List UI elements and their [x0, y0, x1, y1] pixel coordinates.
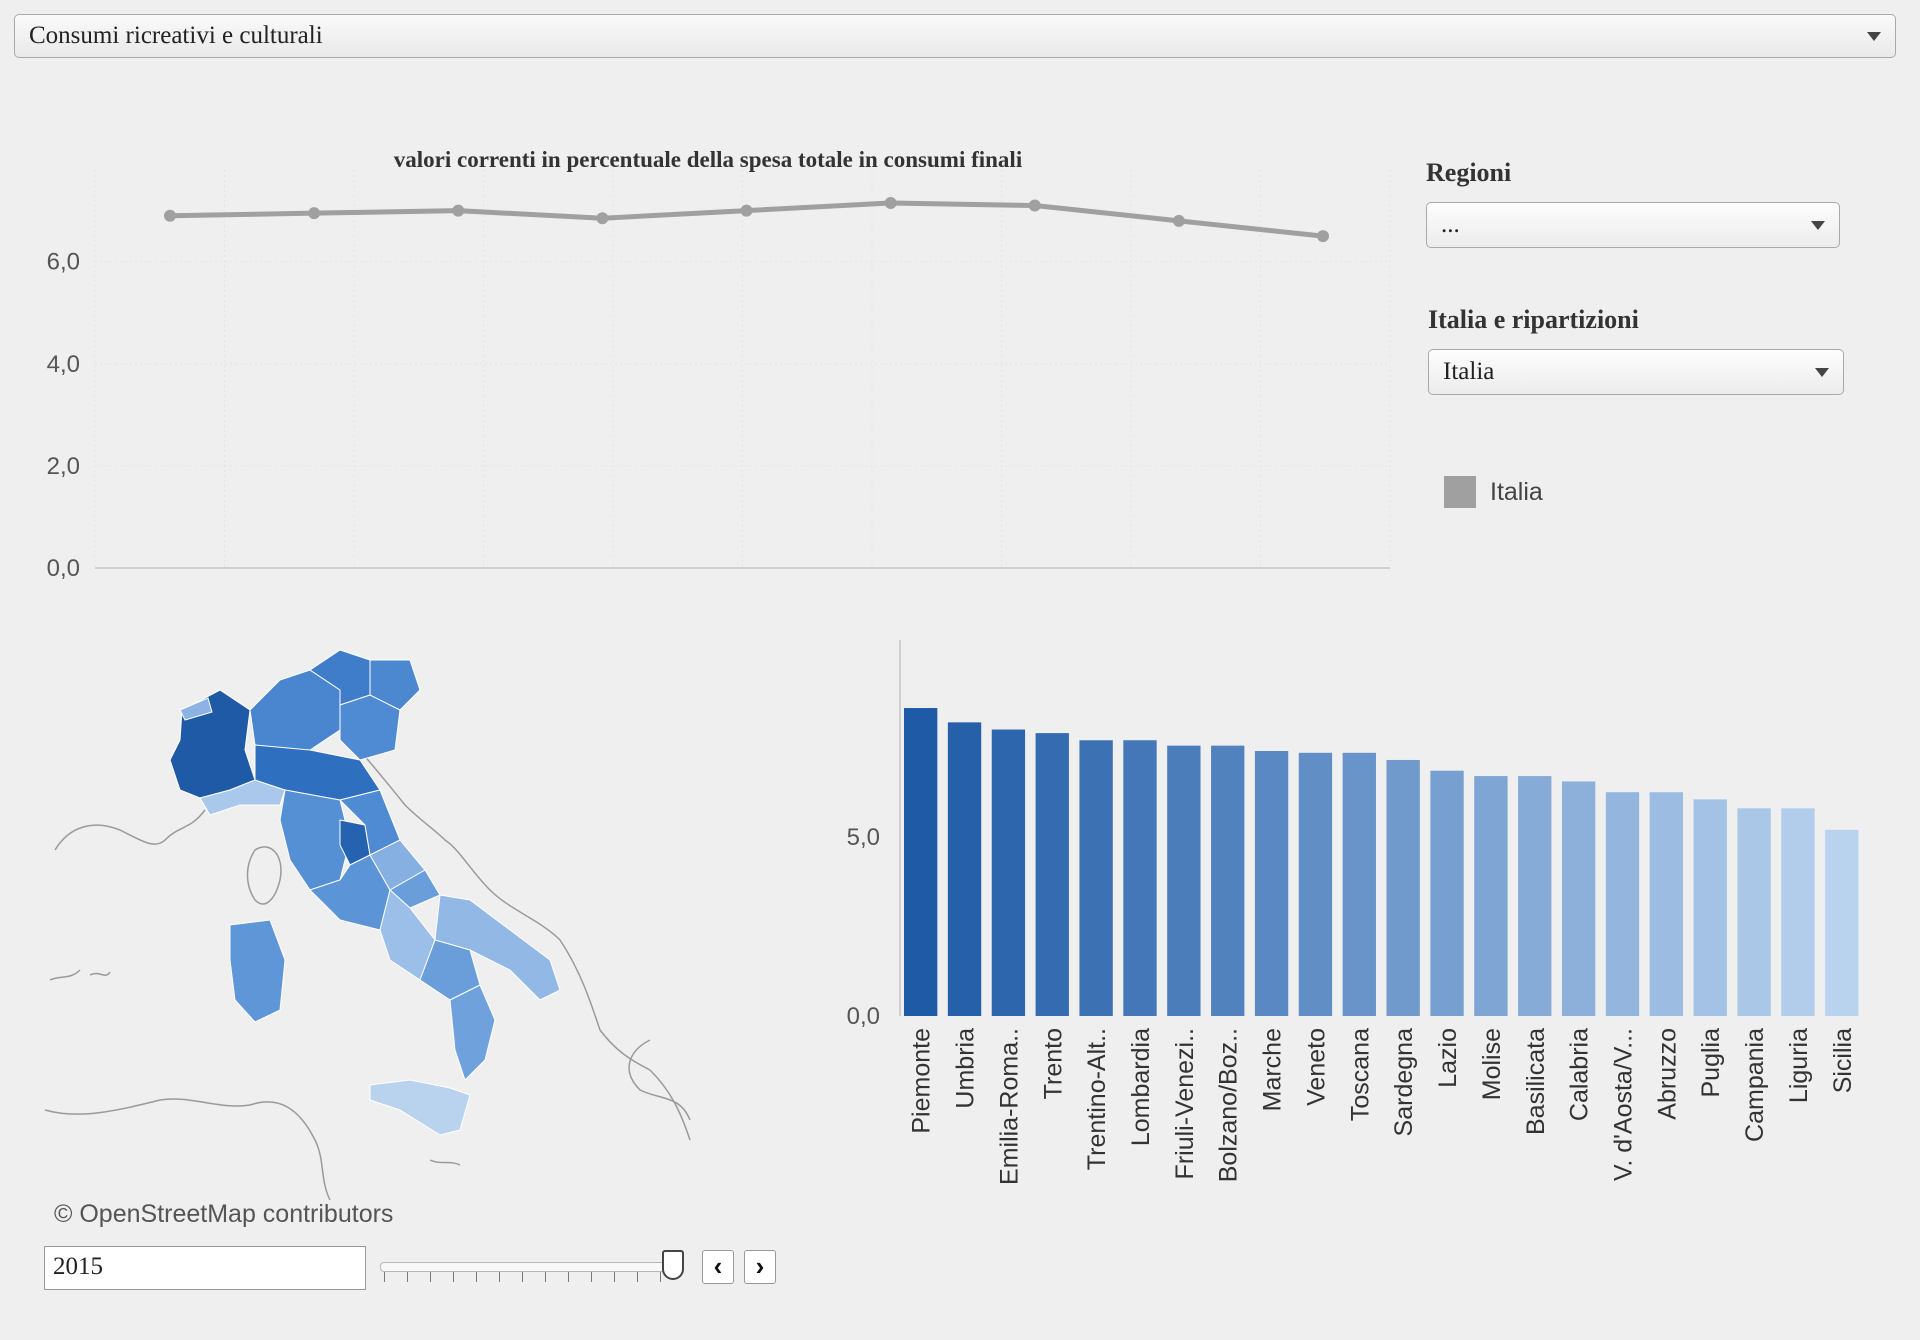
bar[interactable]: [1167, 745, 1201, 1016]
bar[interactable]: [947, 722, 982, 1016]
line-point[interactable]: [596, 212, 609, 225]
bar-category-label: Veneto: [1302, 1028, 1330, 1106]
legend-label: Italia: [1490, 477, 1543, 506]
bar-category-label: Sardegna: [1390, 1028, 1418, 1137]
coastline: [44, 727, 691, 1201]
bar[interactable]: [1649, 792, 1684, 1016]
line-point[interactable]: [1317, 230, 1329, 243]
bar-category-label: Trentino-Alt..: [1083, 1028, 1111, 1170]
bar-category-label: Sicilia: [1829, 1028, 1857, 1093]
line-point[interactable]: [884, 196, 897, 209]
bar[interactable]: [1825, 829, 1859, 1016]
bar[interactable]: [1605, 792, 1640, 1016]
bar[interactable]: [1474, 776, 1508, 1016]
bar-category-label: Liguria: [1785, 1028, 1813, 1103]
bar-category-label: Bolzano/Boz..: [1215, 1028, 1243, 1182]
bar-category-label: Basilicata: [1522, 1028, 1550, 1135]
line-point[interactable]: [452, 204, 465, 217]
line-y-tick-label: 0,0: [47, 555, 80, 582]
bar[interactable]: [1079, 740, 1113, 1016]
bar-category-label: Friuli-Venezi..: [1171, 1028, 1199, 1179]
bar-category-label: Marche: [1259, 1028, 1287, 1111]
bar[interactable]: [1561, 781, 1596, 1016]
italy-map[interactable]: [40, 640, 720, 1201]
region-liguria[interactable]: [199, 779, 286, 816]
bar-category-label: Toscana: [1346, 1028, 1374, 1121]
region-friuli[interactable]: [369, 659, 421, 711]
legend: Italia: [1444, 476, 1543, 508]
bar-category-label: Emilia-Roma..: [995, 1028, 1023, 1185]
line-point[interactable]: [164, 209, 176, 222]
bar-y-tick-label: 5,0: [847, 824, 880, 851]
bar[interactable]: [1123, 740, 1157, 1016]
bar-category-label: Trento: [1039, 1028, 1067, 1099]
bar-category-label: Lombardia: [1127, 1028, 1155, 1146]
bar[interactable]: [1518, 776, 1552, 1016]
bar-category-label: Puglia: [1697, 1028, 1725, 1098]
chevron-left-icon[interactable]: ‹: [702, 1250, 734, 1284]
bar[interactable]: [1693, 799, 1727, 1016]
region-calabria[interactable]: [449, 984, 496, 1081]
bar[interactable]: [1781, 808, 1815, 1016]
region-sicilia[interactable]: [369, 1079, 471, 1136]
bar-category-label: Campania: [1741, 1028, 1769, 1142]
bar[interactable]: [1430, 770, 1464, 1016]
line-point[interactable]: [1028, 199, 1041, 212]
bar-category-label: Molise: [1478, 1028, 1506, 1100]
bar-category-label: Piemonte: [908, 1028, 936, 1134]
line-y-tick-label: 6,0: [47, 249, 80, 276]
indicator-select-value: Consumi ricreativi e culturali: [29, 22, 323, 49]
bar[interactable]: [1737, 808, 1771, 1016]
bar[interactable]: [904, 708, 938, 1016]
bar-category-label: Calabria: [1566, 1028, 1594, 1121]
line-chart-title: valori correnti in percentuale della spe…: [394, 147, 1023, 172]
line-point[interactable]: [1172, 214, 1185, 227]
bar-category-label: Umbria: [952, 1028, 980, 1109]
line-point[interactable]: [740, 204, 753, 217]
bar[interactable]: [991, 729, 1026, 1016]
chevron-down-icon: [1811, 221, 1825, 230]
regioni-select-value: ...: [1441, 211, 1460, 238]
map-attribution: © OpenStreetMap contributors: [54, 1200, 394, 1228]
legend-swatch: [1444, 476, 1476, 508]
bar[interactable]: [1254, 751, 1289, 1016]
ripartizioni-title: Italia e ripartizioni: [1428, 305, 1639, 334]
corsica-outline: [246, 846, 282, 905]
line-chart: valori correnti in percentuale della spe…: [47, 147, 1391, 582]
year-slider-ticks: [384, 1272, 674, 1282]
bar[interactable]: [1342, 752, 1376, 1016]
year-input[interactable]: 2015: [44, 1246, 366, 1290]
line-y-tick-label: 2,0: [47, 453, 80, 480]
bar[interactable]: [1211, 745, 1245, 1016]
indicator-select[interactable]: Consumi ricreativi e culturali: [14, 14, 1896, 58]
bar-category-label: Abruzzo: [1653, 1028, 1681, 1120]
chevron-down-icon: [1867, 32, 1881, 41]
regioni-title: Regioni: [1426, 158, 1512, 187]
year-slider-handle[interactable]: [662, 1250, 684, 1280]
bar-category-label: V. d'Aosta/V...: [1609, 1028, 1637, 1181]
line-point[interactable]: [308, 207, 321, 220]
ripartizioni-select[interactable]: Italia: [1428, 349, 1844, 395]
regioni-select[interactable]: ...: [1426, 202, 1840, 248]
line-y-tick-label: 4,0: [47, 351, 80, 378]
bar[interactable]: [1298, 752, 1333, 1016]
region-valle-aosta[interactable]: [179, 697, 213, 721]
ripartizioni-select-value: Italia: [1443, 358, 1495, 385]
region-sardegna[interactable]: [229, 919, 286, 1023]
bar-y-tick-label: 0,0: [847, 1003, 880, 1030]
bar[interactable]: [1386, 759, 1420, 1016]
chevron-right-icon[interactable]: ›: [744, 1250, 776, 1284]
bar-category-label: Lazio: [1434, 1028, 1462, 1088]
bar[interactable]: [1035, 733, 1069, 1016]
chevron-down-icon: [1815, 368, 1829, 377]
